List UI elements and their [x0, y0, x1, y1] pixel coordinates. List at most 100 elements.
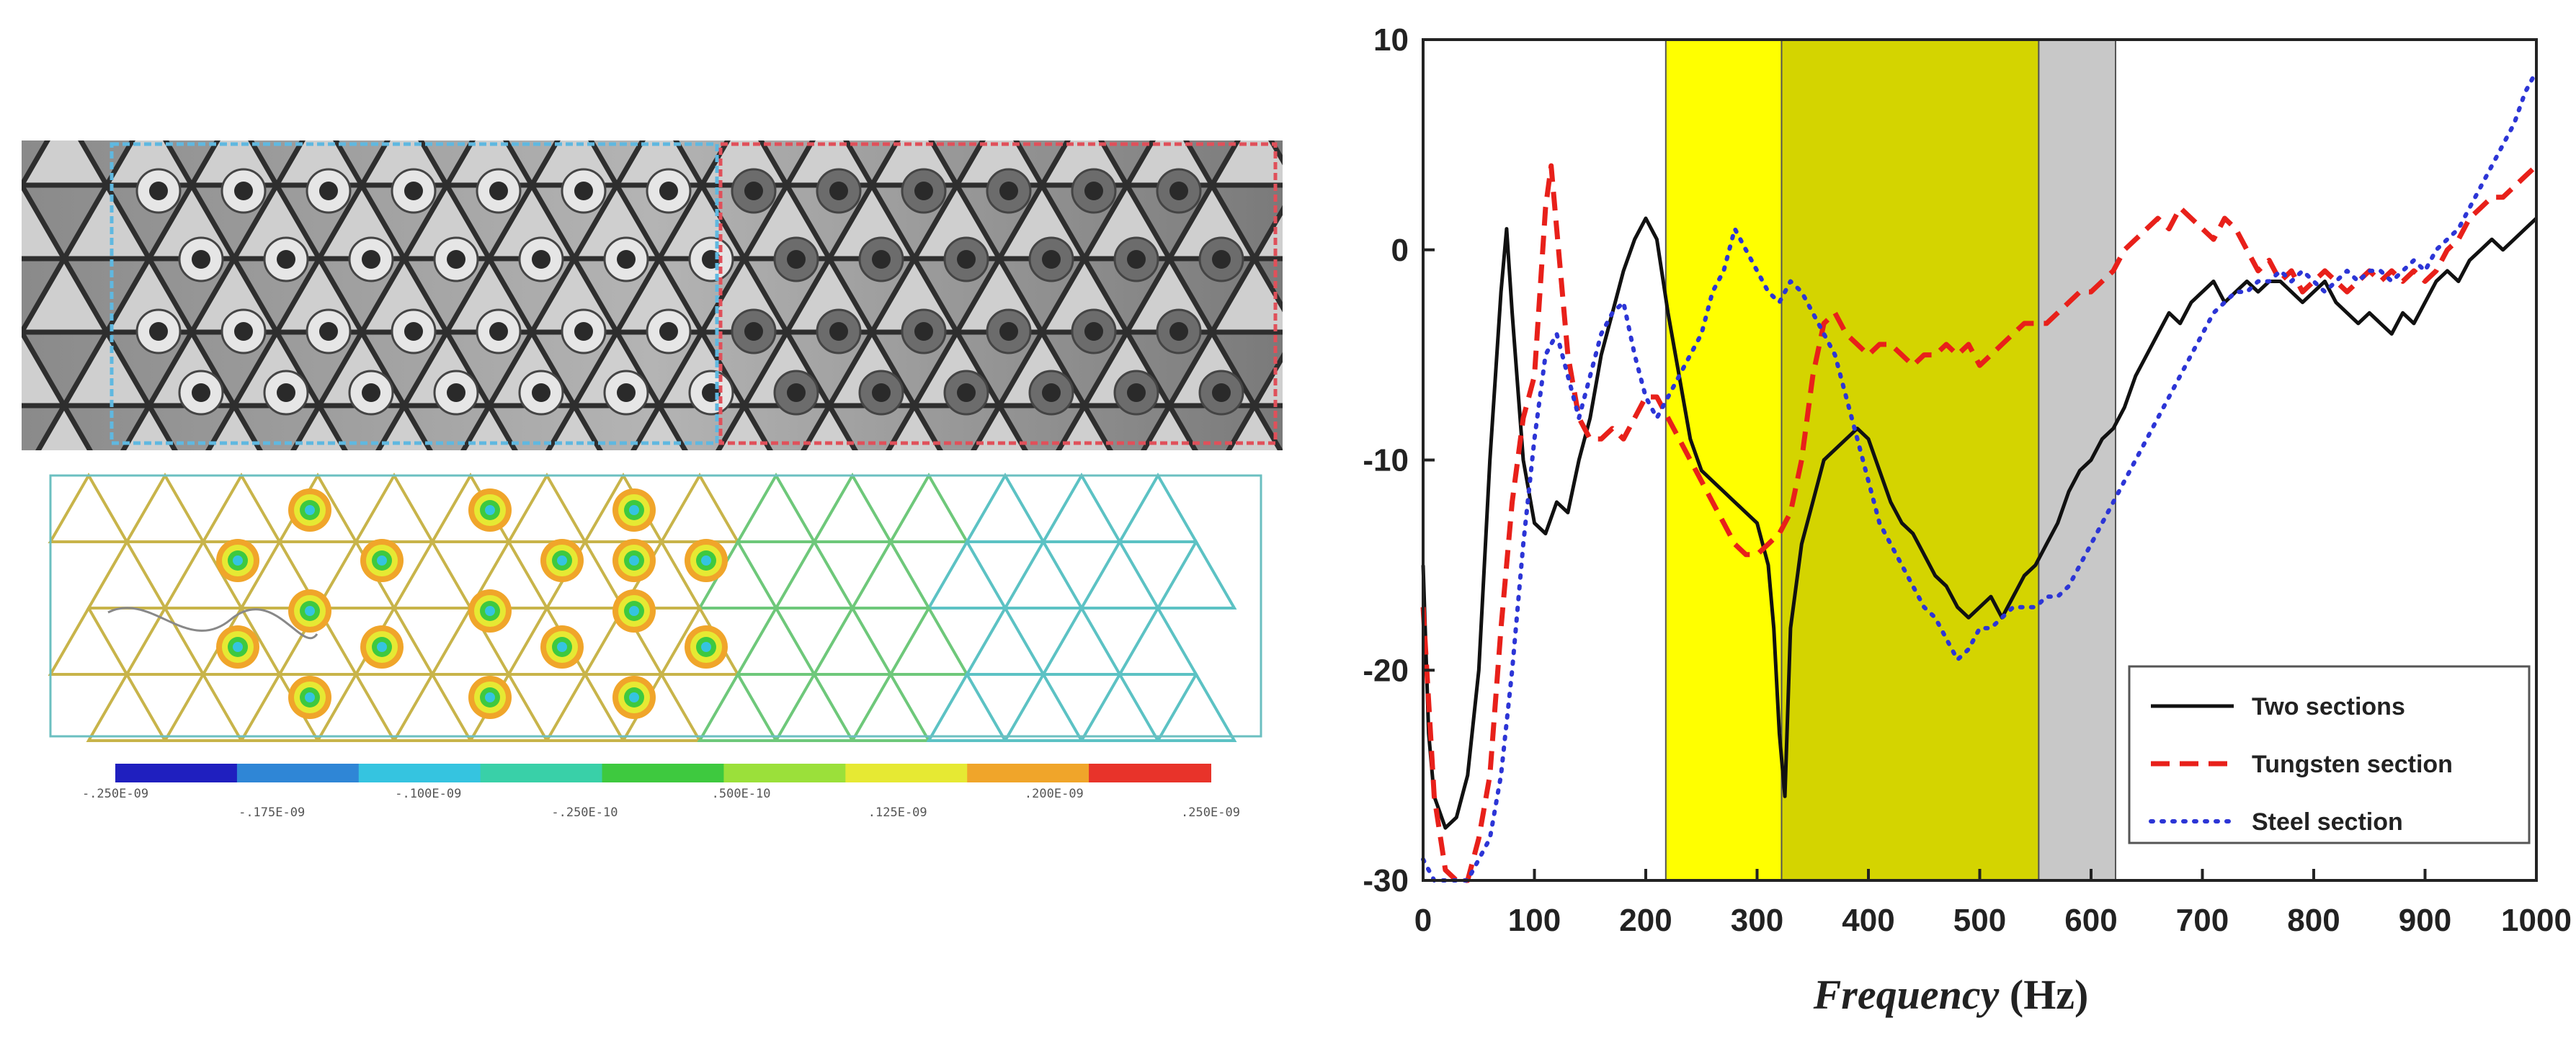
photo-mass — [646, 308, 692, 354]
photo-lattice-triangle — [1226, 401, 1283, 450]
colorbar-label: -.100E-09 — [395, 787, 461, 801]
fem-lattice-triangle — [1155, 671, 1237, 742]
fem-lattice-triangle — [506, 472, 588, 543]
fem-lattice-triangle — [1117, 604, 1199, 676]
legend-label: Tungsten section — [2252, 751, 2453, 778]
colorbar-swatch — [602, 764, 725, 782]
fem-lattice-triangle — [582, 604, 664, 676]
photo-mass — [773, 370, 819, 416]
fem-lattice-triangle — [429, 604, 512, 676]
legend-label: Steel section — [2252, 808, 2403, 836]
fem-hotspot — [540, 625, 584, 669]
colorbar-swatch — [967, 764, 1090, 782]
fem-lattice-triangle — [86, 671, 168, 742]
x-tick-label: 100 — [1508, 903, 1561, 938]
series-line — [1421, 216, 2538, 830]
fem-lattice-triangle — [926, 538, 1008, 610]
tungsten-region-box — [718, 142, 1278, 445]
legend: Two sections Tungsten section Steel sectio… — [2128, 665, 2531, 844]
photo-mass — [561, 308, 607, 354]
photo-lattice-triangle — [1141, 401, 1198, 450]
fem-lattice-triangle — [735, 604, 817, 676]
x-axis-label-italic: Frequency — [1813, 971, 2000, 1018]
specimen-photo — [22, 140, 1283, 450]
fem-hotspot — [612, 539, 656, 582]
legend-box — [2128, 665, 2531, 844]
fem-hotspot — [685, 625, 728, 669]
photo-mass — [1071, 308, 1117, 354]
photo-mass — [1156, 168, 1202, 214]
fem-hotspot — [540, 539, 584, 582]
photo-mass — [178, 370, 224, 416]
photo-mass — [263, 370, 309, 416]
fem-lattice-triangle — [888, 604, 970, 676]
colorbar-label: .125E-09 — [868, 805, 927, 820]
photo-lattice-triangle — [545, 401, 603, 450]
photo-mass — [943, 370, 989, 416]
colorbar-swatch — [236, 764, 360, 782]
fem-deformed-outline — [107, 607, 318, 640]
fem-hotspot — [468, 676, 512, 719]
photo-mass — [433, 370, 479, 416]
colorbar-label: .200E-09 — [1025, 787, 1084, 801]
photo-mass — [603, 370, 649, 416]
fem-lattice-triangle — [1040, 604, 1123, 676]
photo-mass — [646, 168, 692, 214]
colorbar-swatch — [845, 764, 968, 782]
series-line — [1420, 163, 2539, 883]
photo-mass — [1156, 308, 1202, 354]
fem-hotspot — [288, 589, 331, 633]
fem-lattice-triangle — [353, 472, 435, 543]
photo-mass — [306, 308, 352, 354]
x-tick-label: 700 — [2176, 903, 2229, 938]
x-tick-label: 500 — [1953, 903, 2006, 938]
colorbar-label: -.250E-10 — [551, 805, 618, 820]
x-axis-label: Frequency (Hz) — [1813, 971, 2089, 1018]
photo-mass — [688, 370, 734, 416]
fem-lattice-triangle — [544, 671, 626, 742]
x-tick-label: 1000 — [2501, 903, 2572, 938]
fem-lattice-triangle — [48, 604, 130, 676]
photo-mass — [986, 168, 1032, 214]
fem-lattice-triangle — [315, 671, 397, 742]
photo-lattice-triangle — [22, 180, 69, 262]
photo-mass — [986, 308, 1032, 354]
colorbar-swatches — [115, 764, 1211, 782]
fem-hotspot — [216, 539, 259, 582]
fem-lattice-triangle — [926, 671, 1008, 742]
fem-hotspot — [360, 625, 404, 669]
x-tick-label: 0 — [1414, 903, 1432, 938]
x-axis-label-unit: (Hz) — [2010, 971, 2089, 1018]
photo-mass — [348, 236, 394, 282]
colorbar-swatch — [480, 764, 603, 782]
photo-mass — [220, 168, 267, 214]
colorbar: -.250E-09 -.175E-09 -.100E-09 -.250E-10 .500… — [82, 764, 1240, 820]
y-tick-label: 0 — [1391, 233, 1409, 268]
x-tick-label: 600 — [2064, 903, 2117, 938]
fem-lattice-triangle — [1155, 538, 1237, 610]
x-tick-label: 200 — [1619, 903, 1672, 938]
photo-mass — [816, 168, 862, 214]
fem-lattice-triangle — [1040, 472, 1123, 543]
photo-mass — [348, 370, 394, 416]
fem-contour-plot — [43, 468, 1268, 742]
fem-lattice-triangle — [124, 604, 206, 676]
photo-mass — [858, 236, 904, 282]
frequency-bands — [1664, 39, 2116, 881]
photo-mass — [858, 370, 904, 416]
frequency-band — [1664, 39, 1783, 881]
photo-lattice-triangle — [22, 254, 112, 335]
colorbar-swatch — [115, 764, 238, 782]
left-panel: -.250E-09 -.175E-09 -.100E-09 -.250E-10 .500… — [22, 140, 1283, 820]
colorbar-label: .500E-10 — [712, 787, 771, 801]
x-tick-label: 400 — [1842, 903, 1894, 938]
photo-mass — [518, 236, 564, 282]
photo-mass — [306, 168, 352, 214]
fem-hotspot — [612, 676, 656, 719]
fem-lattice-triangle — [964, 604, 1046, 676]
y-tick-label: -20 — [1363, 653, 1409, 688]
photo-mass — [518, 370, 564, 416]
y-axis-ticks: 10 0 -10 -20 -30 — [1363, 22, 1435, 898]
fem-hotspot — [468, 589, 512, 633]
photo-lattice-triangle — [59, 180, 154, 262]
